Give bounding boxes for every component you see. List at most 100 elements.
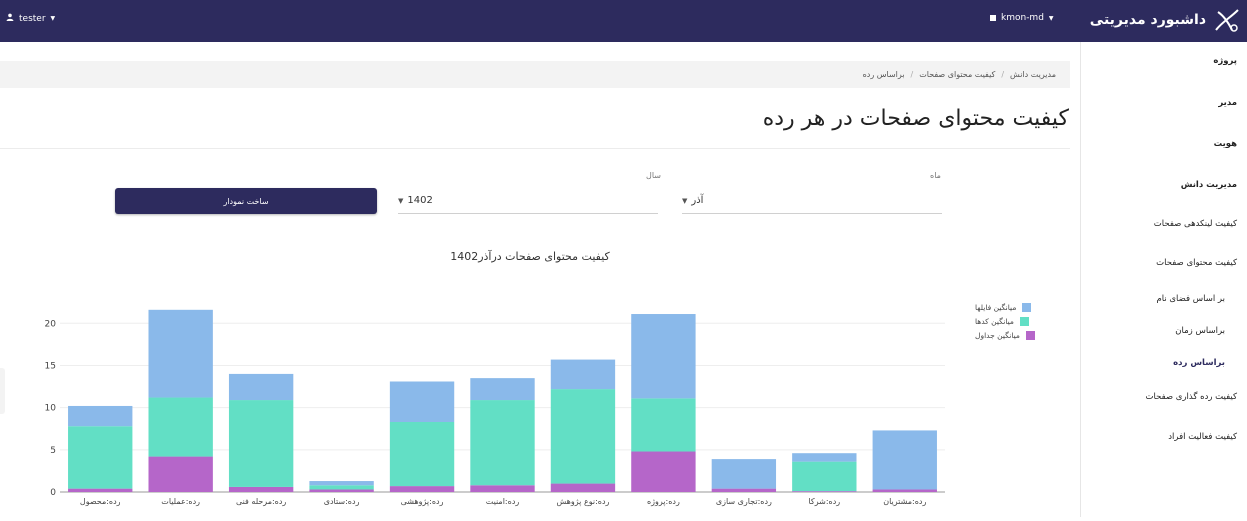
- bar-segment[interactable]: [711, 459, 777, 489]
- bar-segment[interactable]: [792, 461, 857, 492]
- chart-container: کیفیت محتوای صفحات درآذر1402 0 5 10 15 20 رد…: [0, 240, 1070, 521]
- breadcrumb-item-current: براساس رده: [862, 70, 905, 79]
- chart-title: کیفیت محتوای صفحات درآذر1402: [450, 249, 610, 263]
- x-tick-label: رده:تجاری سازی: [716, 497, 772, 506]
- bar-segment[interactable]: [148, 456, 213, 492]
- sidebar-item-activity-quality[interactable]: کیفیت فعالیت افراد: [1168, 432, 1237, 442]
- bar-segment[interactable]: [872, 430, 937, 490]
- x-tick-label: رده:شرکا: [808, 497, 840, 506]
- x-tick-label: رده:پژوهشی: [401, 497, 444, 506]
- bar-segment[interactable]: [148, 309, 213, 398]
- legend-swatch: [1025, 331, 1035, 340]
- bar-segment[interactable]: [792, 491, 857, 492]
- y-tick-label: 15: [45, 361, 56, 371]
- bar-segment[interactable]: [228, 400, 294, 487]
- x-tick-label: رده:پروژه: [647, 497, 680, 506]
- chevron-down-icon: ▼: [50, 15, 56, 22]
- legend-swatch: [1019, 317, 1029, 326]
- month-label: ماه: [930, 171, 941, 180]
- sidebar-item-by-category[interactable]: براساس رده: [1173, 358, 1225, 368]
- page-title: کیفیت محتوای صفحات در هر رده: [762, 106, 1069, 131]
- bar-segment[interactable]: [792, 453, 857, 462]
- y-tick-label: 5: [50, 446, 56, 456]
- brand[interactable]: داشبورد مدیریتی: [1090, 2, 1240, 38]
- x-tick-label: رده:عملیات: [161, 497, 200, 506]
- x-tick-label: رده:محصول: [80, 497, 121, 506]
- user-name: tester: [19, 13, 46, 24]
- chevron-down-icon: ▼: [682, 196, 688, 205]
- bar-segment[interactable]: [148, 397, 213, 457]
- bar-segment[interactable]: [389, 421, 455, 487]
- year-label: سال: [646, 171, 661, 180]
- y-tick-label: 0: [50, 488, 56, 498]
- project-icon: [990, 15, 996, 21]
- bar-segment[interactable]: [309, 485, 374, 490]
- top-navbar: tester ▼ kmon-md ▼ داشبورد مدیریتی: [0, 0, 1247, 42]
- bar-segment[interactable]: [68, 426, 133, 489]
- bar-segment[interactable]: [68, 405, 133, 427]
- project-name: kmon-md: [1001, 13, 1044, 23]
- divider: [0, 148, 1070, 149]
- x-tick-label: رده:مشتریان: [883, 497, 926, 506]
- bar-segment[interactable]: [631, 398, 696, 452]
- bar-segment[interactable]: [711, 488, 777, 492]
- sidebar: پروژه مدیر هویت مدیریت دانش کیفیت لینکده…: [1080, 42, 1247, 517]
- breadcrumb-separator: /: [1001, 70, 1005, 79]
- breadcrumb: مدیریت دانش / کیفیت محتوای صفحات / براسا…: [0, 61, 1070, 88]
- y-tick-label: 10: [45, 404, 57, 414]
- sidebar-item-manager[interactable]: مدیر: [1218, 98, 1237, 108]
- year-value: 1402: [407, 195, 433, 206]
- legend-swatch: [1022, 303, 1032, 312]
- year-select[interactable]: 1402 ▼: [398, 188, 658, 214]
- x-tick-label: رده:مرحله فنی: [236, 497, 286, 506]
- sidebar-item-knowledge-management[interactable]: مدیریت دانش: [1180, 180, 1237, 190]
- user-menu[interactable]: tester ▼: [6, 13, 55, 24]
- breadcrumb-separator: /: [910, 70, 914, 79]
- sidebar-item-link-quality[interactable]: کیفیت لینکدهی صفحات: [1153, 219, 1237, 229]
- bar-segment[interactable]: [389, 486, 455, 492]
- user-icon: [6, 13, 14, 24]
- month-value: آذر: [691, 195, 704, 206]
- stacked-bar-chart: کیفیت محتوای صفحات درآذر1402 0 5 10 15 20 رد…: [45, 249, 945, 506]
- project-menu[interactable]: kmon-md ▼: [990, 13, 1054, 23]
- build-chart-button[interactable]: ساخت نمودار: [115, 188, 377, 214]
- bar-segment[interactable]: [309, 481, 374, 486]
- bar-segment[interactable]: [631, 314, 696, 399]
- brand-logo-icon: [1212, 6, 1240, 34]
- chevron-down-icon: ▼: [398, 196, 404, 205]
- bar-segment[interactable]: [470, 378, 535, 401]
- breadcrumb-item-knowledge[interactable]: مدیریت دانش: [1010, 70, 1056, 79]
- bar-segment[interactable]: [470, 400, 535, 486]
- legend-label: میانگین فایلها: [975, 303, 1017, 312]
- bar-segment[interactable]: [228, 486, 294, 492]
- legend-item[interactable]: میانگین کدها: [975, 317, 1029, 326]
- breadcrumb-item-content-quality[interactable]: کیفیت محتوای صفحات: [919, 70, 996, 79]
- x-tick-label: رده:امنیت: [486, 497, 520, 506]
- sidebar-item-by-time[interactable]: براساس زمان: [1175, 326, 1225, 336]
- chevron-down-icon: ▼: [1048, 14, 1054, 22]
- x-tick-label: رده:ستادی: [324, 497, 360, 506]
- bar-segment[interactable]: [631, 451, 696, 492]
- legend-label: میانگین جداول: [975, 331, 1020, 340]
- sidebar-item-project[interactable]: پروژه: [1213, 56, 1237, 66]
- bar-segment[interactable]: [550, 483, 616, 492]
- bar-segment[interactable]: [550, 389, 616, 484]
- legend-item[interactable]: میانگین جداول: [975, 331, 1035, 340]
- bar-segment[interactable]: [872, 489, 937, 492]
- bar-segment[interactable]: [389, 381, 455, 422]
- x-tick-label: رده:نوع پژوهش: [556, 497, 609, 506]
- month-select[interactable]: آذر ▼: [682, 188, 942, 214]
- bar-segment[interactable]: [470, 485, 535, 492]
- sidebar-item-content-quality[interactable]: کیفیت محتوای صفحات: [1156, 258, 1237, 268]
- bar-segment[interactable]: [68, 488, 133, 492]
- brand-title: داشبورد مدیریتی: [1089, 12, 1206, 28]
- sidebar-item-by-namespace[interactable]: بر اساس فضای نام: [1156, 294, 1225, 304]
- sidebar-item-categorization-quality[interactable]: کیفیت رده گذاری صفحات: [1145, 392, 1238, 402]
- bar-segment[interactable]: [309, 489, 374, 492]
- legend-item[interactable]: میانگین فایلها: [975, 303, 1032, 312]
- bar-segment[interactable]: [550, 359, 616, 390]
- side-handle[interactable]: [0, 368, 5, 414]
- sidebar-item-identity[interactable]: هویت: [1213, 139, 1237, 149]
- y-tick-label: 20: [45, 319, 57, 329]
- bar-segment[interactable]: [228, 373, 294, 401]
